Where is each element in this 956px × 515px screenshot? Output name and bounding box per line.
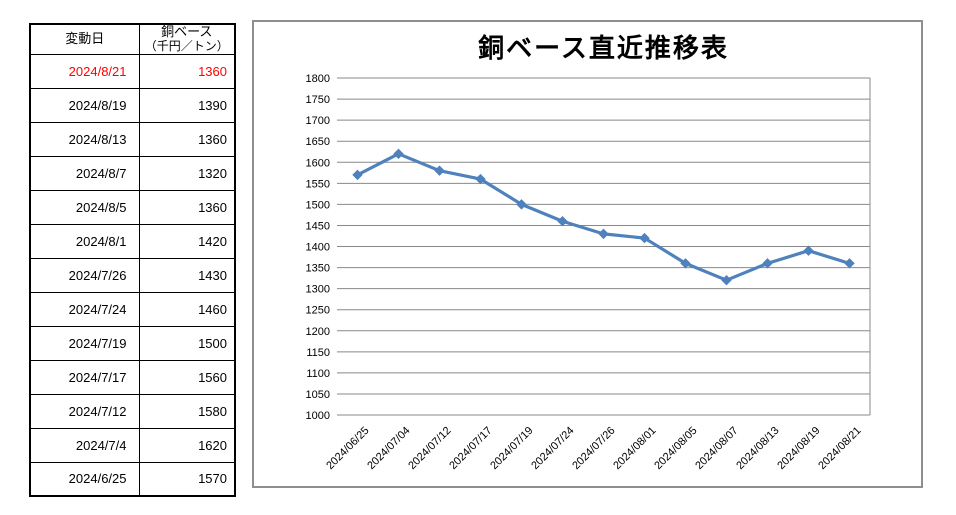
data-point-marker	[475, 173, 486, 185]
data-point-marker	[598, 228, 609, 240]
x-axis-label: 2024/07/17	[447, 425, 494, 472]
table-row: 2024/7/17 1560	[29, 359, 236, 395]
data-point-marker	[721, 274, 732, 286]
y-axis-label: 1750	[306, 94, 330, 106]
y-axis-label: 1050	[306, 389, 330, 401]
data-point-marker	[844, 258, 855, 269]
x-axis-label: 2024/07/26	[570, 425, 617, 472]
price-table: 変動日 銅ベース （千円／トン） 2024/8/21 1360 2024/8/19 1…	[29, 23, 236, 497]
value-column-header-line1: 銅ベース	[161, 24, 213, 40]
table-row: 2024/8/21 1360	[29, 53, 236, 89]
y-axis-label: 1500	[306, 199, 330, 211]
y-axis-label: 1400	[306, 242, 330, 254]
table-header-row: 変動日 銅ベース （千円／トン）	[29, 23, 236, 55]
x-axis-label: 2024/06/25	[324, 425, 371, 472]
x-axis-label: 2024/08/05	[652, 425, 699, 472]
table-row: 2024/7/12 1580	[29, 393, 236, 429]
value-cell: 1580	[138, 393, 236, 429]
date-cell: 2024/8/5	[29, 189, 140, 225]
date-cell: 2024/8/7	[29, 155, 140, 191]
x-axis-label: 2024/08/07	[693, 425, 740, 472]
y-axis-label: 1350	[306, 263, 330, 275]
data-point-marker	[393, 148, 404, 160]
x-axis-label: 2024/08/01	[611, 425, 658, 472]
table-row: 2024/8/19 1390	[29, 87, 236, 123]
table-row: 2024/7/4 1620	[29, 427, 236, 463]
date-cell: 2024/7/12	[29, 393, 140, 429]
value-cell: 1420	[138, 223, 236, 259]
date-cell: 2024/7/26	[29, 257, 140, 293]
x-axis-label: 2024/08/21	[816, 425, 863, 472]
data-point-marker	[639, 232, 650, 244]
data-point-marker	[557, 216, 568, 227]
y-axis-label: 1600	[306, 157, 330, 169]
data-point-marker	[803, 245, 814, 256]
x-axis-label: 2024/07/12	[406, 425, 453, 472]
y-axis-label: 1450	[306, 220, 330, 232]
value-cell: 1390	[138, 87, 236, 123]
value-cell: 1500	[138, 325, 236, 361]
table-row: 2024/6/25 1570	[29, 461, 236, 497]
value-cell: 1360	[138, 53, 236, 89]
y-axis-label: 1300	[306, 284, 330, 296]
date-cell: 2024/8/21	[29, 53, 140, 89]
y-axis-label: 1700	[306, 115, 330, 127]
chart-container: 銅ベース直近推移表 1800 1750 1700 1650 1600 1550 1500 14…	[252, 20, 923, 488]
date-column-header-label: 変動日	[65, 31, 105, 47]
x-axis-label: 2024/07/19	[488, 425, 535, 472]
y-axis-label: 1550	[306, 178, 330, 190]
value-cell: 1430	[138, 257, 236, 293]
y-axis-label: 1200	[306, 326, 330, 338]
x-axis-label: 2024/08/13	[734, 425, 781, 472]
date-cell: 2024/8/19	[29, 87, 140, 123]
date-cell: 2024/7/17	[29, 359, 140, 395]
table-row: 2024/8/1 1420	[29, 223, 236, 259]
data-point-marker	[762, 258, 773, 269]
chart-title: 銅ベース直近推移表	[478, 33, 729, 63]
x-axis-label: 2024/07/04	[365, 425, 412, 472]
date-cell: 2024/8/13	[29, 121, 140, 157]
date-cell: 2024/7/24	[29, 291, 140, 327]
value-cell: 1620	[138, 427, 236, 463]
value-column-header: 銅ベース （千円／トン）	[138, 23, 236, 55]
y-axis-label: 1650	[306, 136, 330, 148]
data-point-marker	[434, 165, 445, 176]
table-row: 2024/8/5 1360	[29, 189, 236, 225]
y-axis-label: 1000	[306, 410, 330, 422]
value-cell: 1320	[138, 155, 236, 191]
date-cell: 2024/6/25	[29, 461, 140, 497]
table-row: 2024/8/13 1360	[29, 121, 236, 157]
date-cell: 2024/7/19	[29, 325, 140, 361]
date-cell: 2024/8/1	[29, 223, 140, 259]
table-row: 2024/7/26 1430	[29, 257, 236, 293]
value-cell: 1560	[138, 359, 236, 395]
value-cell: 1360	[138, 189, 236, 225]
x-axis-label: 2024/08/19	[775, 425, 822, 472]
table-row: 2024/8/7 1320	[29, 155, 236, 191]
table-row: 2024/7/24 1460	[29, 291, 236, 327]
series-line	[355, 152, 852, 282]
value-cell: 1460	[138, 291, 236, 327]
data-point-marker	[352, 169, 363, 181]
value-column-header-line2: （千円／トン）	[144, 39, 229, 54]
y-axis-label: 1250	[306, 305, 330, 317]
date-column-header: 変動日	[29, 23, 140, 55]
date-cell: 2024/7/4	[29, 427, 140, 463]
y-axis-label: 1100	[306, 368, 330, 380]
x-axis-label: 2024/07/24	[529, 425, 576, 472]
value-cell: 1570	[138, 461, 236, 497]
line-chart: 1800 1750 1700 1650 1600 1550 1500 1450 1400 1350…	[306, 73, 871, 472]
data-point-marker	[516, 199, 527, 210]
y-axis-label: 1150	[306, 347, 330, 359]
table-row: 2024/7/19 1500	[29, 325, 236, 361]
y-axis-label: 1800	[306, 73, 330, 85]
value-cell: 1360	[138, 121, 236, 157]
data-point-marker	[680, 258, 691, 269]
